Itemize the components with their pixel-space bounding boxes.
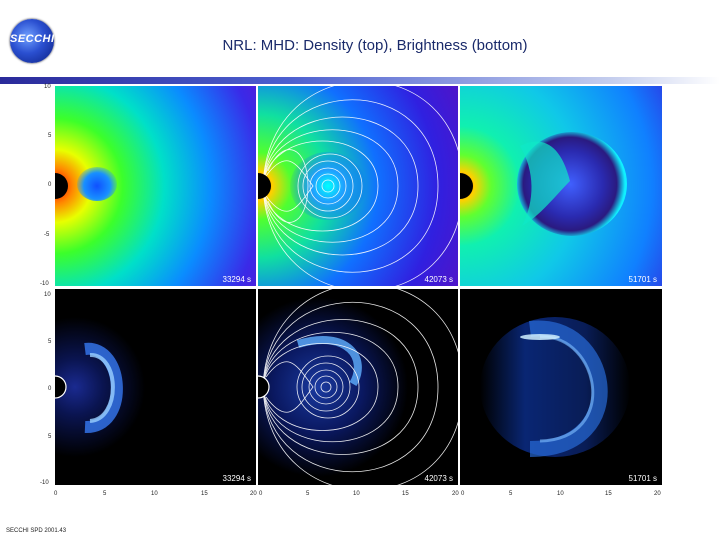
brightness-panel-1: 33294 s — [55, 289, 256, 485]
x-tick: 20 — [452, 491, 459, 497]
density-field-panel-2: 42073 s — [258, 86, 458, 286]
x-tick: 10 — [557, 491, 564, 497]
y-tick: 5 — [48, 434, 52, 440]
footer-label: SECCHI SPD 2001.43 — [6, 528, 67, 534]
y-tick: 5 — [48, 133, 52, 139]
timestamp-label: 33294 s — [222, 275, 251, 284]
y-tick: -10 — [40, 480, 49, 486]
y-tick: 10 — [44, 84, 51, 90]
y-tick: 5 — [48, 339, 52, 345]
x-tick: 15 — [402, 491, 409, 497]
logo-text: SECCHI — [10, 33, 55, 45]
y-tick: 10 — [44, 292, 51, 298]
timestamp-label: 42073 s — [424, 474, 453, 483]
x-tick: 5 — [103, 491, 107, 497]
y-tick: -5 — [44, 232, 50, 238]
x-tick: 0 — [259, 491, 263, 497]
timestamp-label: 33294 s — [222, 474, 251, 483]
y-tick: -10 — [40, 281, 49, 287]
page-title: NRL: MHD: Density (top), Brightness (bot… — [222, 37, 528, 54]
timestamp-label: 42073 s — [424, 275, 453, 284]
y-tick: 0 — [48, 182, 52, 188]
brightness-panel-3: 51701 s — [460, 289, 662, 485]
x-tick: 20 — [654, 491, 661, 497]
x-tick: 0 — [461, 491, 465, 497]
brightness-field-panel-2: 42073 s — [258, 289, 458, 485]
x-tick: 15 — [201, 491, 208, 497]
density-panel-3: 51701 s — [460, 86, 662, 286]
x-tick: 20 — [250, 491, 257, 497]
x-tick: 5 — [509, 491, 513, 497]
x-tick: 5 — [306, 491, 310, 497]
y-tick: 0 — [48, 386, 52, 392]
x-tick: 0 — [54, 491, 58, 497]
x-tick: 15 — [605, 491, 612, 497]
x-tick: 10 — [353, 491, 360, 497]
timestamp-label: 51701 s — [628, 275, 657, 284]
density-panel-1: 33294 s — [55, 86, 256, 286]
secchi-logo: SECCHI — [10, 19, 54, 63]
header-divider-band — [0, 77, 720, 84]
x-tick: 10 — [151, 491, 158, 497]
timestamp-label: 51701 s — [628, 474, 657, 483]
